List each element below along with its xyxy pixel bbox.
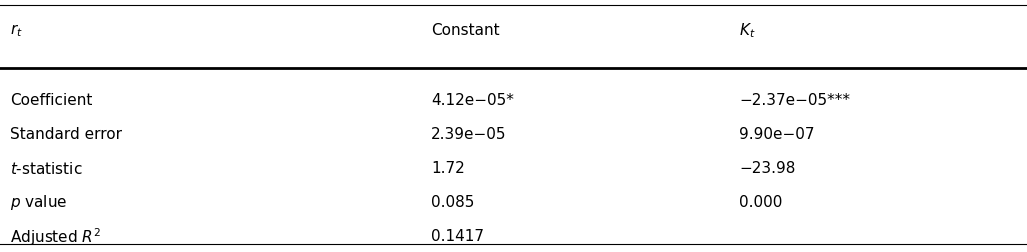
Text: 2.39e−05: 2.39e−05: [431, 127, 507, 142]
Text: $r_t$: $r_t$: [10, 22, 23, 39]
Text: 0.1417: 0.1417: [431, 229, 485, 244]
Text: Constant: Constant: [431, 23, 500, 38]
Text: 9.90e−07: 9.90e−07: [739, 127, 815, 142]
Text: −23.98: −23.98: [739, 161, 796, 176]
Text: 4.12e−05*: 4.12e−05*: [431, 93, 515, 108]
Text: 0.085: 0.085: [431, 195, 474, 210]
Text: Adjusted $R^2$: Adjusted $R^2$: [10, 226, 102, 248]
Text: −2.37e−05***: −2.37e−05***: [739, 93, 850, 108]
Text: Coefficient: Coefficient: [10, 93, 92, 108]
Text: 1.72: 1.72: [431, 161, 465, 176]
Text: $p$ value: $p$ value: [10, 193, 68, 212]
Text: $K_t$: $K_t$: [739, 21, 756, 40]
Text: Standard error: Standard error: [10, 127, 122, 142]
Text: 0.000: 0.000: [739, 195, 783, 210]
Text: $t$-statistic: $t$-statistic: [10, 161, 83, 177]
